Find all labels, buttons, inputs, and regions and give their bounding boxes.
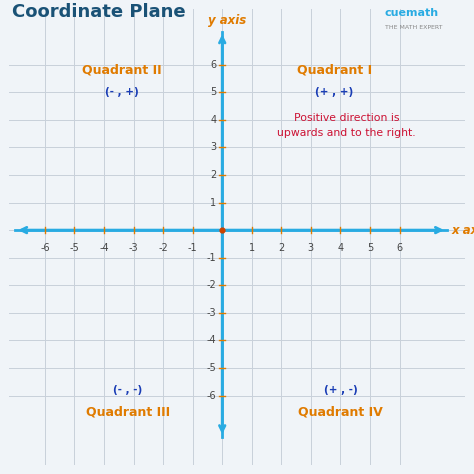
Text: (+ , +): (+ , +) — [315, 87, 354, 97]
Text: 4: 4 — [337, 243, 344, 253]
Text: 3: 3 — [308, 243, 314, 253]
Text: (- , +): (- , +) — [105, 87, 138, 97]
Text: Quadrant I: Quadrant I — [297, 64, 372, 77]
Text: -1: -1 — [207, 253, 216, 263]
Text: 1: 1 — [249, 243, 255, 253]
Text: 6: 6 — [210, 60, 216, 70]
Text: Quadrant IV: Quadrant IV — [298, 406, 383, 419]
Text: 2: 2 — [278, 243, 284, 253]
Text: y axis: y axis — [209, 14, 246, 27]
Text: (- , -): (- , -) — [113, 385, 142, 395]
Text: -2: -2 — [158, 243, 168, 253]
Text: -5: -5 — [70, 243, 79, 253]
Text: 2: 2 — [210, 170, 216, 180]
Text: 1: 1 — [210, 198, 216, 208]
Text: -4: -4 — [207, 336, 216, 346]
Text: Quadrant II: Quadrant II — [82, 64, 162, 77]
Text: Positive direction is
upwards and to the right.: Positive direction is upwards and to the… — [277, 112, 416, 138]
Text: -2: -2 — [207, 280, 216, 290]
Text: 6: 6 — [396, 243, 402, 253]
Text: x axis: x axis — [451, 224, 474, 237]
Text: -1: -1 — [188, 243, 198, 253]
Text: THE MATH EXPERT: THE MATH EXPERT — [385, 25, 442, 30]
Text: -4: -4 — [99, 243, 109, 253]
Text: 5: 5 — [210, 87, 216, 97]
Text: 4: 4 — [210, 115, 216, 125]
Text: -6: -6 — [207, 391, 216, 401]
Text: cuemath: cuemath — [385, 8, 439, 18]
Text: (+ , -): (+ , -) — [324, 385, 357, 395]
Text: -6: -6 — [40, 243, 50, 253]
Text: Coordinate Plane: Coordinate Plane — [12, 2, 186, 20]
Text: 5: 5 — [367, 243, 373, 253]
Text: -3: -3 — [207, 308, 216, 318]
Text: 3: 3 — [210, 142, 216, 152]
Text: -3: -3 — [129, 243, 138, 253]
Text: Quadrant III: Quadrant III — [86, 406, 170, 419]
Text: -5: -5 — [207, 363, 216, 373]
